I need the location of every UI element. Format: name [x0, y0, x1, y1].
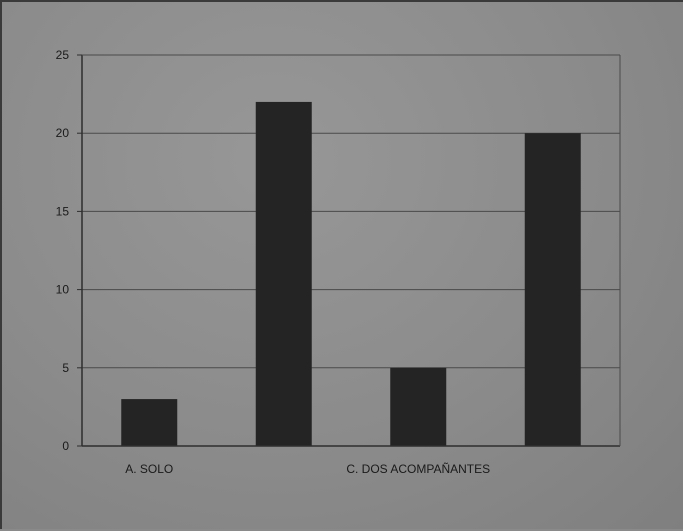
y-tick-label: 25: [56, 48, 70, 62]
bar-2: [255, 101, 312, 447]
bar-3: [390, 367, 447, 446]
bar-4: [524, 133, 581, 446]
y-tick-label: 10: [56, 283, 70, 297]
x-category-label: A. SOLO: [125, 462, 173, 476]
y-tick-label: 20: [56, 126, 70, 140]
axes: [77, 54, 621, 447]
bars: [121, 101, 581, 447]
x-axis-category-labels: A. SOLO C. DOS ACOMPAÑANTES: [125, 462, 490, 476]
bar-1: [121, 399, 178, 446]
y-tick-label: 5: [62, 361, 69, 375]
y-axis-tick-labels: 0 5 10 15 20 25: [56, 48, 70, 453]
y-tick-label: 15: [56, 204, 70, 218]
y-tick-label: 0: [62, 439, 69, 453]
x-category-label: C. DOS ACOMPAÑANTES: [346, 462, 490, 476]
